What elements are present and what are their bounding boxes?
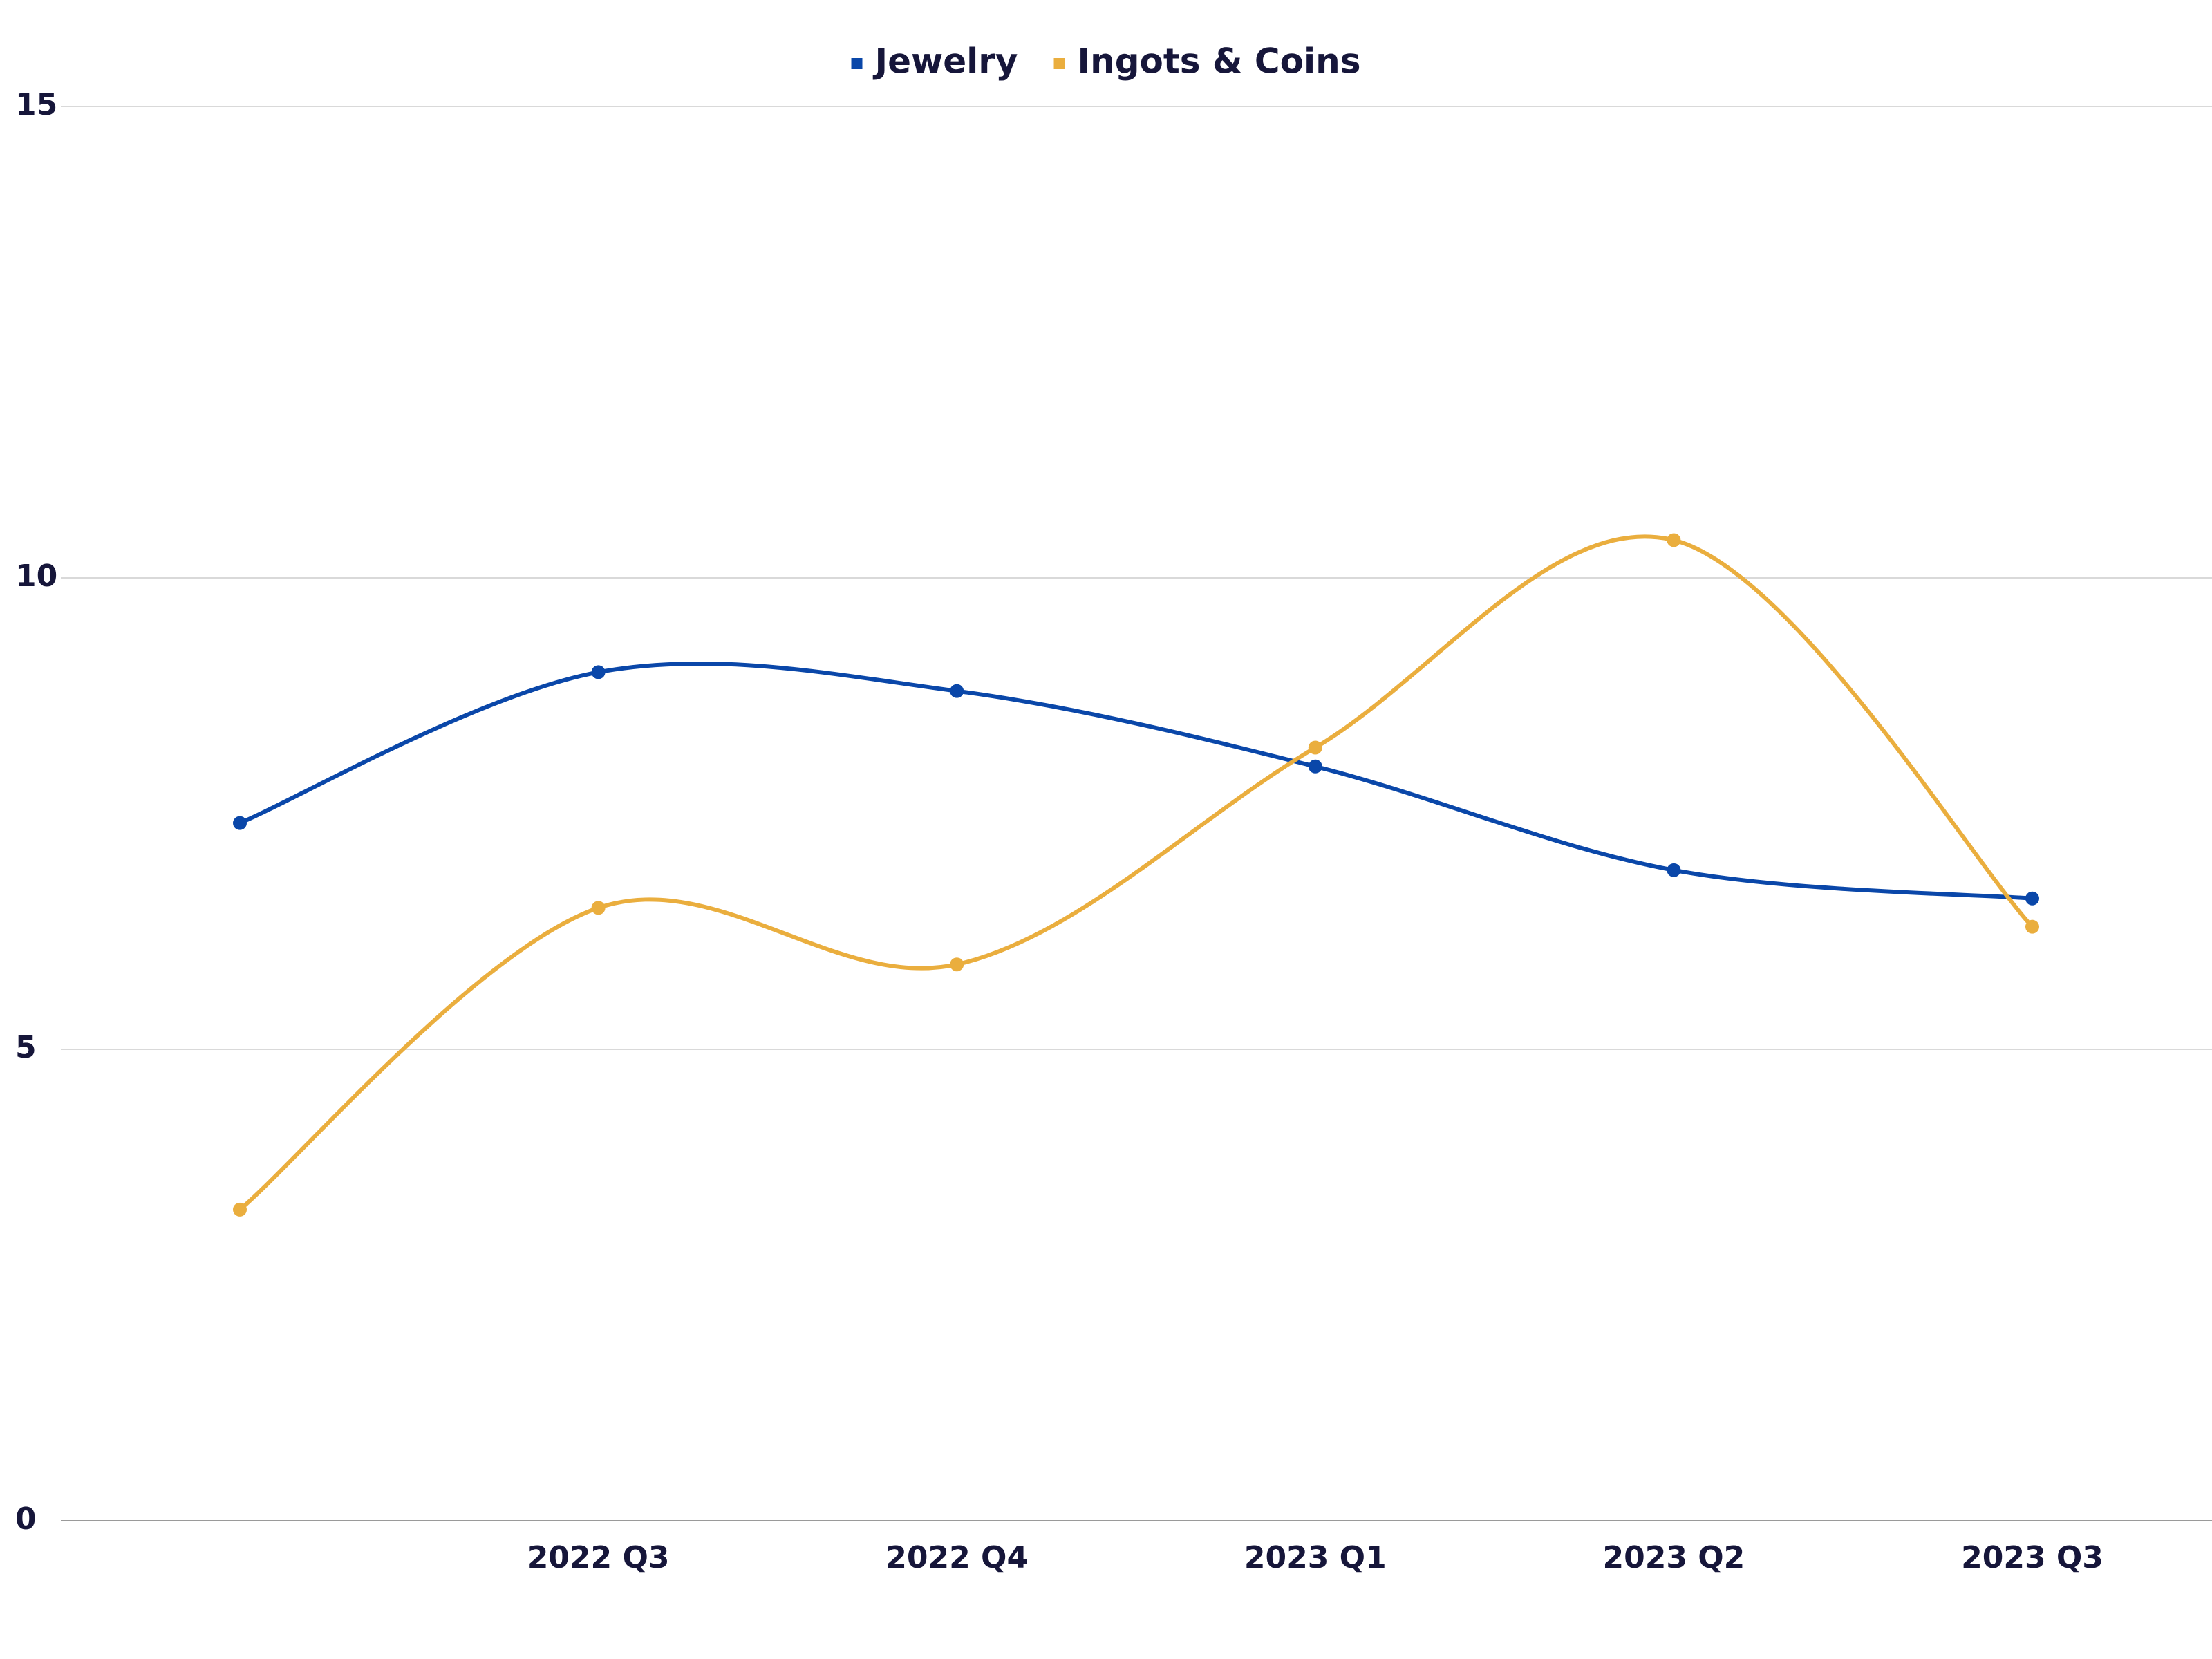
legend-swatch-ingots-coins	[1053, 58, 1065, 69]
data-point-ingots-coins	[1308, 740, 1322, 755]
series-points	[233, 533, 2039, 1217]
y-axis-ticks: 0 5 10 15	[15, 87, 57, 1537]
x-tick-label: 2022 Q3	[527, 1540, 670, 1575]
gridlines	[61, 106, 2212, 1521]
data-point-ingots-coins	[2025, 919, 2039, 934]
data-point-jewelry	[233, 816, 247, 830]
data-point-jewelry	[591, 665, 606, 679]
legend-swatch-jewelry	[851, 58, 863, 69]
data-point-ingots-coins	[950, 957, 964, 972]
series-lines	[238, 534, 2034, 1212]
legend-label-jewelry: Jewelry	[873, 41, 1018, 82]
y-tick-label: 10	[15, 559, 57, 594]
x-tick-label: 2023 Q1	[1244, 1540, 1387, 1575]
data-point-jewelry	[1308, 759, 1322, 774]
data-point-jewelry	[1667, 863, 1681, 877]
x-tick-label: 2023 Q3	[1961, 1540, 2103, 1575]
y-tick-label: 0	[15, 1501, 37, 1537]
data-point-ingots-coins	[233, 1202, 247, 1217]
y-tick-label: 5	[15, 1030, 37, 1065]
data-point-jewelry	[950, 684, 964, 698]
data-point-ingots-coins	[1667, 533, 1681, 547]
x-tick-label: 2023 Q2	[1602, 1540, 1745, 1575]
legend-label-ingots-coins: Ingots & Coins	[1078, 41, 1361, 82]
y-tick-label: 15	[15, 87, 57, 122]
series-line-jewelry	[238, 661, 2034, 901]
data-point-jewelry	[2025, 891, 2039, 906]
data-point-ingots-coins	[591, 901, 606, 915]
legend: Jewelry Ingots & Coins	[851, 41, 1361, 82]
series-line-ingots-coins	[238, 534, 2034, 1212]
x-axis-ticks: 2022 Q3 2022 Q4 2023 Q1 2023 Q2 2023 Q3	[527, 1540, 2103, 1575]
x-tick-label: 2022 Q4	[885, 1540, 1028, 1575]
